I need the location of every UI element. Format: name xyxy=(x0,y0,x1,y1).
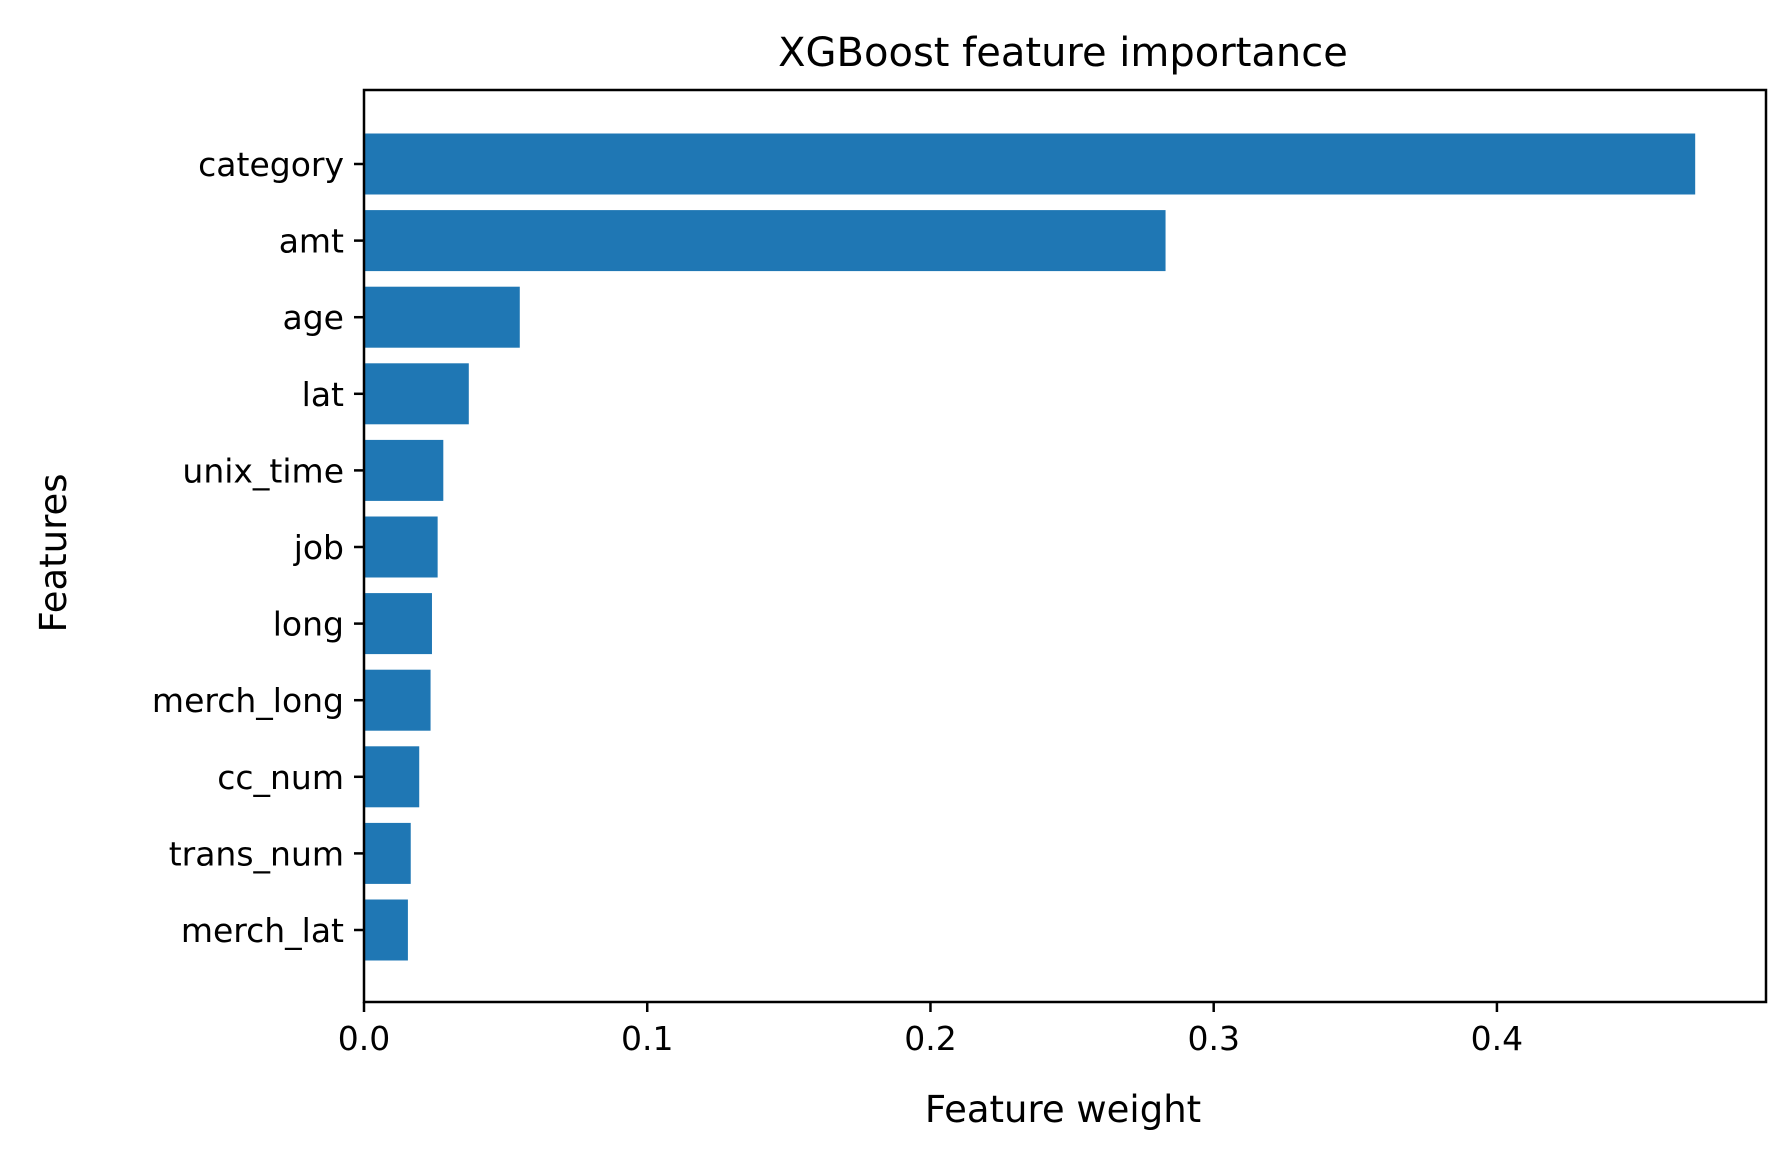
bar-amt xyxy=(364,210,1166,272)
bar-cc-num xyxy=(364,746,420,808)
x-axis-label: Feature weight xyxy=(925,1088,1201,1131)
plot-frame xyxy=(362,88,1768,1004)
x-tick-label: 0.3 xyxy=(1187,1019,1239,1058)
bar-job xyxy=(364,516,438,578)
x-axis-ticks: 0.0 0.1 0.2 0.3 0.4 xyxy=(338,1002,1523,1058)
bar-long xyxy=(364,593,432,655)
y-tick-label: merch_lat xyxy=(181,911,344,950)
y-tick-label: lat xyxy=(302,375,344,414)
y-tick-label: long xyxy=(273,605,344,644)
bar-merch-long xyxy=(364,669,431,731)
bar-lat xyxy=(364,363,469,425)
y-tick-label: merch_long xyxy=(152,681,344,720)
y-tick-label: category xyxy=(198,145,344,184)
bar-merch-lat xyxy=(364,899,408,961)
y-axis-label: Features xyxy=(32,473,75,632)
chart-title: XGBoost feature importance xyxy=(778,30,1348,76)
y-tick-label: trans_num xyxy=(169,834,344,873)
x-tick-label: 0.0 xyxy=(338,1019,390,1058)
y-tick-label: job xyxy=(293,528,344,567)
y-tick-label: age xyxy=(283,298,344,337)
y-tick-label: amt xyxy=(279,222,344,261)
y-tick-label: unix_time xyxy=(182,451,344,490)
x-tick-label: 0.1 xyxy=(621,1019,673,1058)
bars-group xyxy=(364,133,1696,961)
x-tick-label: 0.2 xyxy=(904,1019,956,1058)
x-tick-label: 0.4 xyxy=(1471,1019,1523,1058)
bar-trans-num xyxy=(364,822,411,884)
bar-unix-time xyxy=(364,439,444,501)
y-tick-label: cc_num xyxy=(217,758,344,797)
bar-age xyxy=(364,286,520,348)
bar-category xyxy=(364,133,1696,195)
